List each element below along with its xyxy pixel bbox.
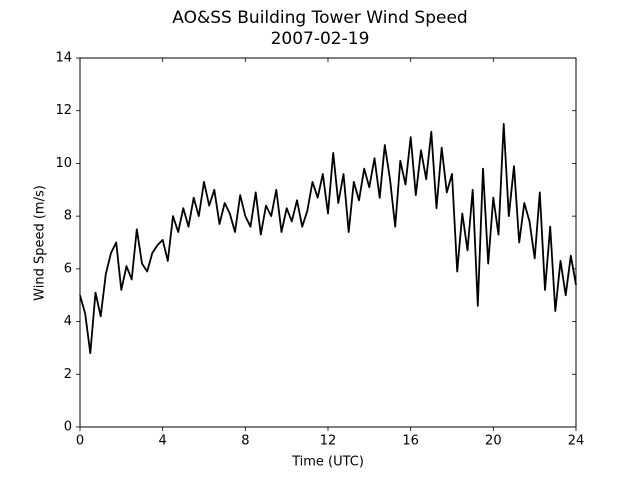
x-tick-label: 0 — [76, 434, 84, 449]
y-axis-label: Wind Speed (m/s) — [33, 185, 48, 301]
x-tick-label: 4 — [159, 434, 167, 449]
x-tick-label: 20 — [485, 434, 502, 449]
y-tick-label: 0 — [64, 420, 72, 435]
chart-title: AO&SS Building Tower Wind Speed — [172, 8, 467, 28]
wind-speed-line — [79, 123, 577, 355]
x-tick-label: 24 — [568, 434, 585, 449]
y-tick-label: 14 — [55, 51, 72, 66]
x-axis-label: Time (UTC) — [291, 455, 364, 470]
y-tick-label: 12 — [55, 103, 72, 118]
y-tick-label: 2 — [64, 367, 72, 382]
y-tick-label: 10 — [55, 156, 72, 171]
y-tick-label: 4 — [64, 314, 72, 329]
x-tick-label: 12 — [320, 434, 337, 449]
x-tick-label: 8 — [241, 434, 249, 449]
y-tick-label: 8 — [64, 209, 72, 224]
x-tick-label: 16 — [402, 434, 419, 449]
chart-subtitle: 2007-02-19 — [271, 29, 370, 49]
plot-frame — [79, 57, 577, 428]
y-tick-label: 6 — [64, 261, 72, 276]
